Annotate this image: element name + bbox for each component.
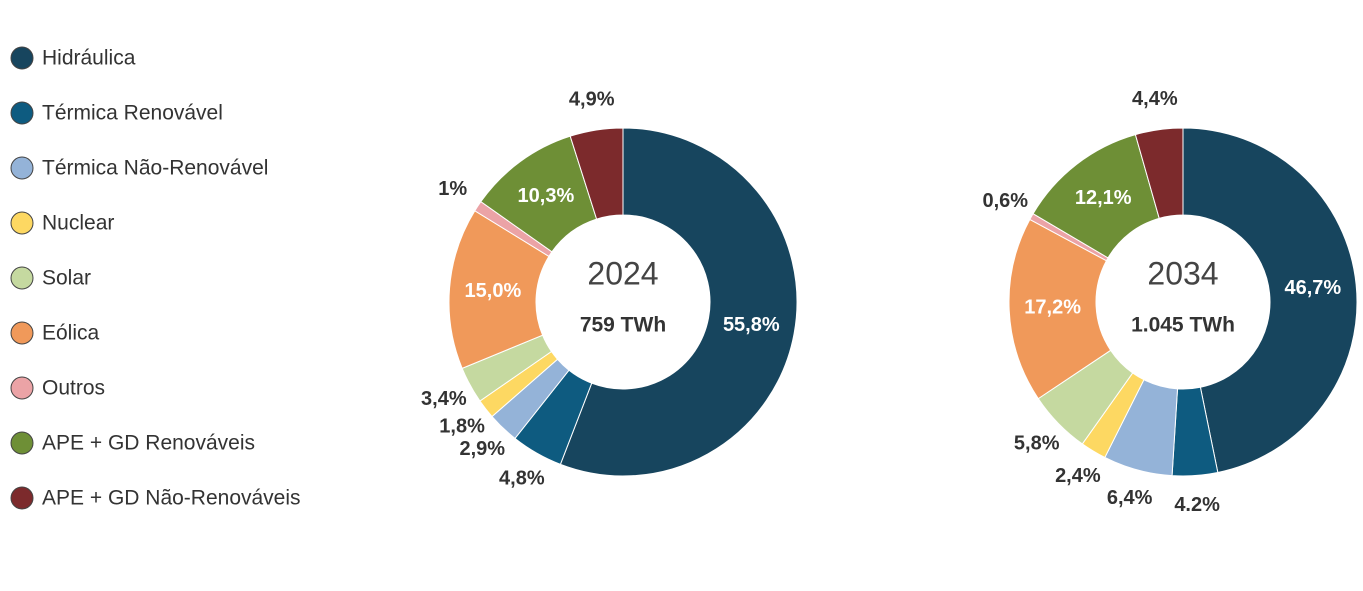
value-label: 17,2%: [1024, 296, 1081, 318]
legend-swatch: [10, 156, 34, 180]
legend-swatch: [10, 211, 34, 235]
value-label: 0,6%: [982, 190, 1028, 212]
value-label: 3,4%: [421, 388, 467, 410]
slice: [569, 127, 624, 220]
value-label: 12,1%: [1075, 187, 1132, 209]
value-label: 6,4%: [1107, 487, 1153, 509]
center-subtitle: 759 TWh: [580, 314, 666, 337]
value-label: 4,4%: [1132, 88, 1178, 110]
value-label: 5,8%: [1014, 432, 1060, 454]
center-title: 2024: [587, 255, 658, 291]
value-label: 4,9%: [569, 89, 615, 111]
value-label: 1%: [438, 178, 467, 200]
value-label: 46,7%: [1284, 277, 1341, 299]
legend-swatch: [10, 266, 34, 290]
legend-label: Eólica: [42, 322, 100, 345]
legend-swatch: [10, 321, 34, 345]
legend-swatch: [10, 101, 34, 125]
value-label: 4,8%: [499, 467, 545, 489]
legend-swatch: [10, 46, 34, 70]
legend-label: Solar: [42, 267, 91, 290]
slice: [559, 127, 798, 477]
legend-swatch: [10, 376, 34, 400]
value-label: 4.2%: [1174, 494, 1220, 516]
legend-label: Térmica Renovável: [42, 102, 223, 125]
center-subtitle: 1.045 TWh: [1131, 314, 1235, 337]
value-label: 10,3%: [518, 185, 575, 207]
slice: [1182, 127, 1358, 474]
slice: [1134, 127, 1184, 219]
legend-label: Outros: [42, 377, 105, 400]
value-label: 2,4%: [1055, 465, 1101, 487]
legend-swatch: [10, 486, 34, 510]
legend-label: Hidráulica: [42, 47, 136, 70]
value-label: 55,8%: [723, 314, 780, 336]
value-label: 15,0%: [465, 280, 522, 302]
value-label: 1,8%: [439, 416, 485, 438]
legend-label: Nuclear: [42, 212, 114, 235]
slice: [1008, 218, 1112, 400]
legend-label: APE + GD Não-Renováveis: [42, 487, 301, 510]
center-title: 2034: [1147, 255, 1218, 291]
legend-label: APE + GD Renováveis: [42, 432, 255, 455]
legend-swatch: [10, 431, 34, 455]
legend-label: Térmica Não-Renovável: [42, 157, 268, 180]
value-label: 2,9%: [460, 438, 506, 460]
